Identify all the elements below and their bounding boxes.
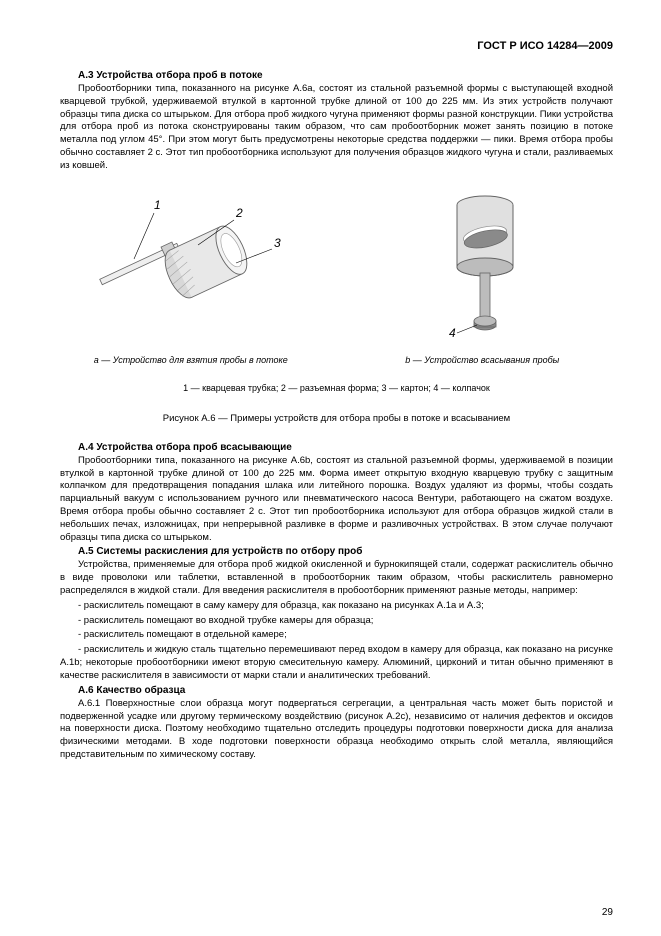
bullet-a5-3: - раскислитель помещают в отдельной каме… [60, 629, 613, 642]
heading-a4: А.4 Устройства отбора проб всасывающие [60, 442, 613, 453]
heading-a3: А.3 Устройства отбора проб в потоке [60, 70, 613, 81]
figure-a6a-caption: a — Устройство для взятия пробы в потоке [60, 355, 322, 365]
bullet-a5-2: - раскислитель помещают во входной трубк… [60, 615, 613, 628]
heading-a6: А.6 Качество образца [60, 685, 613, 696]
bullet-a5-4: - раскислитель и жидкую сталь тщательно … [60, 644, 613, 682]
figure-a6b: 4 b — Устройство всасывания пробы [352, 187, 614, 365]
figure-a6a: 1 2 3 a — Устройство для взятия пробы в … [60, 187, 322, 365]
figure-a6-title: Рисунок А.6 — Примеры устройств для отбо… [60, 413, 613, 424]
fig-b-label-4: 4 [449, 326, 456, 340]
bullet-a5-1: - раскислитель помещают в саму камеру дл… [60, 600, 613, 613]
fig-a-label-2: 2 [235, 206, 243, 220]
fig-a-label-3: 3 [274, 236, 281, 250]
figure-a6a-svg: 1 2 3 [76, 187, 306, 347]
figure-a6: 1 2 3 a — Устройство для взятия пробы в … [60, 187, 613, 424]
para-a6-1: А.6.1 Поверхностные слои образца могут п… [60, 698, 613, 762]
figure-a6b-svg: 4 [407, 187, 557, 347]
figure-a6-legend: 1 — кварцевая трубка; 2 — разъемная форм… [60, 383, 613, 393]
document-id: ГОСТ Р ИСО 14284—2009 [60, 0, 613, 52]
figure-a6b-caption: b — Устройство всасывания пробы [352, 355, 614, 365]
para-a4-1: Пробоотборники типа, показанного на рису… [60, 455, 613, 545]
fig-a-label-1: 1 [154, 198, 161, 212]
heading-a5: А.5 Системы раскисления для устройств по… [60, 546, 613, 557]
para-a3-1: Пробоотборники типа, показанного на рису… [60, 83, 613, 173]
para-a5-1: Устройства, применяемые для отбора проб … [60, 559, 613, 597]
page-number: 29 [602, 907, 613, 918]
